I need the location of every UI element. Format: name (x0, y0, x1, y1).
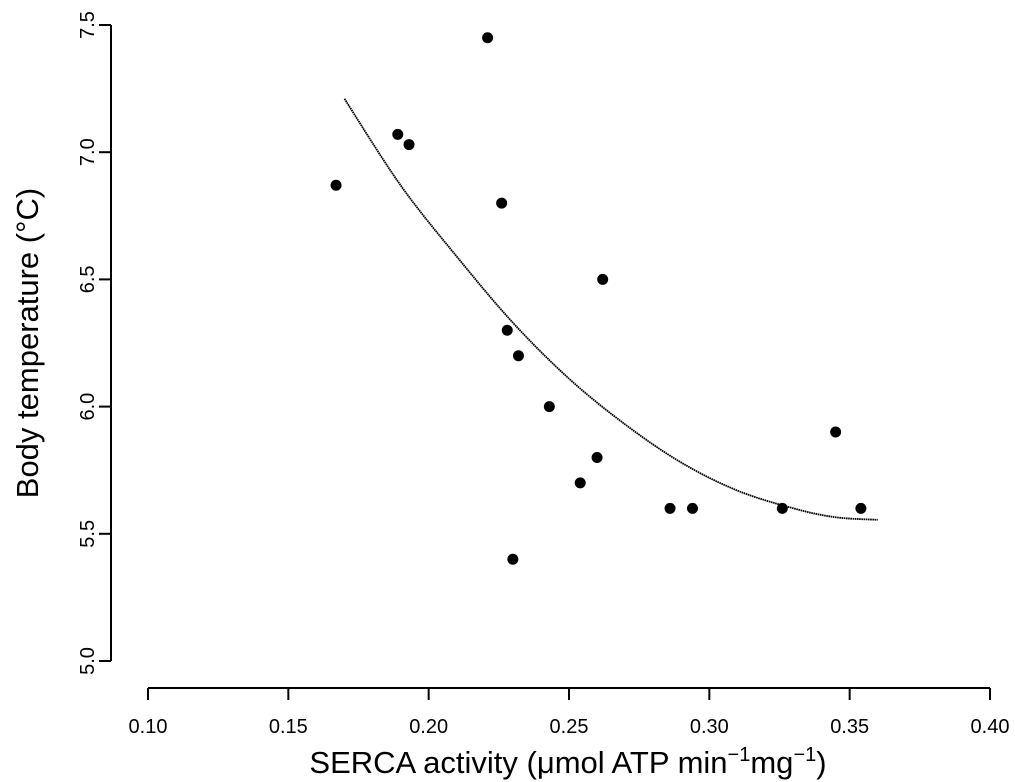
x-tick-label: 0.30 (690, 716, 729, 738)
data-point (403, 139, 415, 151)
data-point (855, 502, 867, 514)
y-tick-label: 7.5 (77, 11, 99, 39)
data-point (501, 324, 513, 336)
fit-curve (343, 98, 878, 521)
data-point (330, 179, 342, 191)
data-point (830, 426, 842, 438)
y-tick-label: 5.0 (77, 647, 99, 675)
x-axis-title-part: mol ATP min (555, 745, 728, 780)
y-tick-label: 5.5 (77, 520, 99, 548)
x-tick-label: 0.20 (409, 716, 448, 738)
data-point (591, 451, 603, 463)
data-point (482, 32, 494, 44)
y-axis-title: Body temperature (°C) (10, 188, 45, 498)
y-tick-label: 6.0 (77, 393, 99, 421)
x-axis-title-superscript: −1 (728, 744, 751, 766)
data-point (392, 128, 404, 140)
x-tick-label: 0.35 (830, 716, 869, 738)
x-axis-title-part: ) (816, 745, 826, 780)
x-tick-label: 0.40 (971, 716, 1010, 738)
data-point (496, 197, 508, 209)
data-point (574, 477, 586, 489)
x-axis-title-part: μ (537, 745, 555, 780)
fit-curve-group (343, 98, 878, 521)
x-tick-label: 0.10 (129, 716, 168, 738)
y-tick-label: 7.0 (77, 138, 99, 166)
x-axis: 0.10 0.15 0.20 0.25 0.30 0.35 0.40 (129, 687, 1010, 738)
data-point (507, 553, 519, 565)
x-axis-title-part: SERCA activity ( (309, 745, 537, 780)
data-point (543, 401, 555, 413)
x-axis-title: SERCA activity (μmol ATP min−1mg−1) (309, 744, 826, 780)
data-point (686, 502, 698, 514)
x-tick-label: 0.15 (269, 716, 308, 738)
data-point (597, 273, 609, 285)
x-axis-title-superscript: −1 (793, 744, 816, 766)
data-point (664, 502, 676, 514)
data-points (330, 32, 867, 565)
data-point (512, 350, 524, 362)
y-axis: 5.0 5.5 6.0 6.5 7.0 7.5 (77, 11, 112, 675)
x-tick-label: 0.25 (550, 716, 589, 738)
x-axis-title-part: mg (750, 745, 793, 780)
data-point (776, 502, 788, 514)
y-tick-label: 6.5 (77, 265, 99, 293)
